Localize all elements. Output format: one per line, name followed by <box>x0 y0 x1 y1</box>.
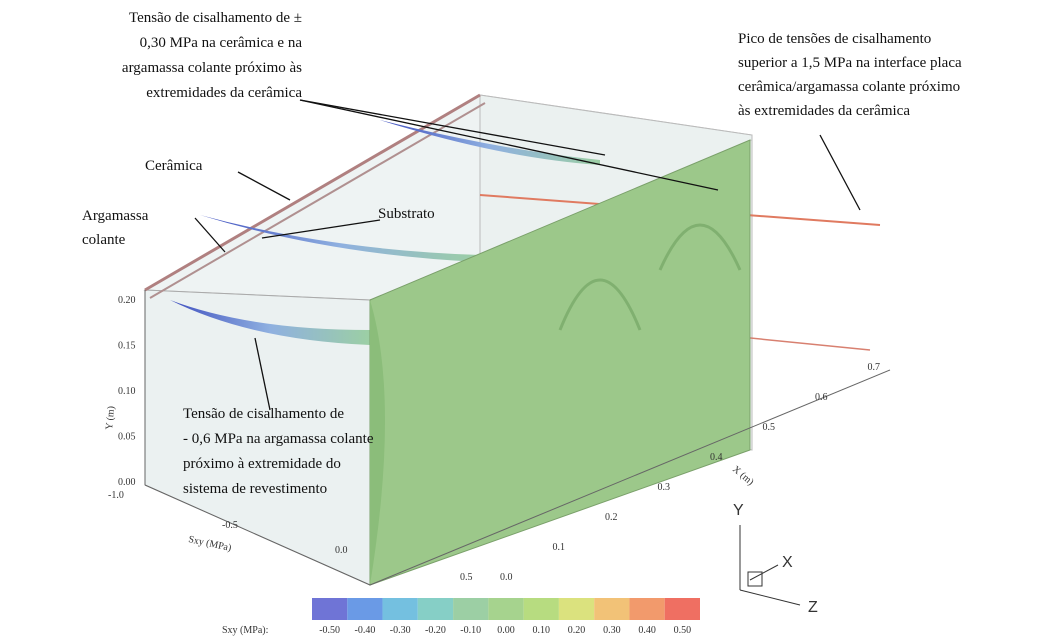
colorbar-swatch <box>347 598 382 620</box>
annotation: argamassa colante próximo às <box>122 60 302 76</box>
triad-label: Z <box>808 599 818 616</box>
colorbar-tick-label: 0.50 <box>674 625 692 636</box>
annotation: - 0,6 MPa na argamassa colante <box>183 431 374 447</box>
colorbar-swatch <box>453 598 488 620</box>
sxy-tick-label: -1.0 <box>108 490 124 501</box>
annotation: sistema de revestimento <box>183 481 327 497</box>
annotation: Tensão de cisalhamento de <box>183 406 344 422</box>
colorbar-swatch <box>665 598 700 620</box>
colorbar-swatch <box>594 598 629 620</box>
colorbar-swatch <box>383 598 418 620</box>
annotation: superior a 1,5 MPa na interface placa <box>738 55 962 71</box>
colorbar-swatch <box>488 598 523 620</box>
annotation: Argamassa <box>82 208 149 224</box>
colorbar-tick-label: -0.40 <box>354 625 375 636</box>
colorbar-swatch <box>524 598 559 620</box>
y-tick-label: 0.10 <box>118 386 136 397</box>
colorbar-swatch <box>559 598 594 620</box>
colorbar-swatch <box>629 598 664 620</box>
triad-label: X <box>782 554 793 571</box>
colorbar-tick-label: 0.30 <box>603 625 621 636</box>
colorbar-swatch <box>312 598 347 620</box>
x-tick-label: 0.2 <box>605 512 618 523</box>
sxy-tick-label: -0.5 <box>222 520 238 531</box>
axis-label: Y (m) <box>104 406 117 431</box>
colorbar-tick-label: 0.20 <box>568 625 586 636</box>
y-tick-label: 0.05 <box>118 432 136 443</box>
y-tick-label: 0.20 <box>118 295 136 306</box>
annotation: próximo à extremidade do <box>183 456 341 472</box>
annotation: extremidades da cerâmica <box>146 85 302 101</box>
colorbar-tick-label: -0.50 <box>319 625 340 636</box>
annotation: Pico de tensões de cisalhamento <box>738 31 931 47</box>
x-tick-label: 0.4 <box>710 452 723 463</box>
annotation: Tensão de cisalhamento de ± <box>129 10 302 26</box>
x-tick-label: 0.7 <box>868 362 881 373</box>
colorbar-tick-label: 0.00 <box>497 625 515 636</box>
annotation: às extremidades da cerâmica <box>738 103 910 119</box>
sxy-tick-label: 0.0 <box>335 545 348 556</box>
annotation: cerâmica/argamassa colante próximo <box>738 79 960 95</box>
axis-label: X (m) <box>730 464 756 488</box>
sxy-tick-label: 0.5 <box>460 572 473 583</box>
colorbar-tick-label: 0.40 <box>638 625 656 636</box>
colorbar-tick-label: 0.10 <box>533 625 551 636</box>
colorbar-tick-label: -0.10 <box>460 625 481 636</box>
colorbar-swatch <box>418 598 453 620</box>
x-tick-label: 0.3 <box>658 482 671 493</box>
annotation: colante <box>82 232 126 248</box>
colorbar-tick-label: -0.20 <box>425 625 446 636</box>
x-tick-label: 0.5 <box>763 422 776 433</box>
triad-label: Y <box>733 502 744 519</box>
figure: Y X Z Sxy (MPa) Y (m) X (m) Sxy (MPa): T… <box>0 0 1059 638</box>
annotation: 0,30 MPa na cerâmica e na <box>140 35 303 51</box>
x-tick-label: 0.1 <box>553 542 566 553</box>
y-tick-label: 0.00 <box>118 477 136 488</box>
colorbar-tick-label: -0.30 <box>390 625 411 636</box>
annotation: Cerâmica <box>145 158 203 174</box>
y-tick-label: 0.15 <box>118 341 136 352</box>
annotation: Substrato <box>378 206 435 222</box>
axis-label: Sxy (MPa) <box>187 534 232 554</box>
x-tick-label: 0.0 <box>500 572 513 583</box>
x-tick-label: 0.6 <box>815 392 828 403</box>
colorbar-label: Sxy (MPa): <box>222 625 268 636</box>
